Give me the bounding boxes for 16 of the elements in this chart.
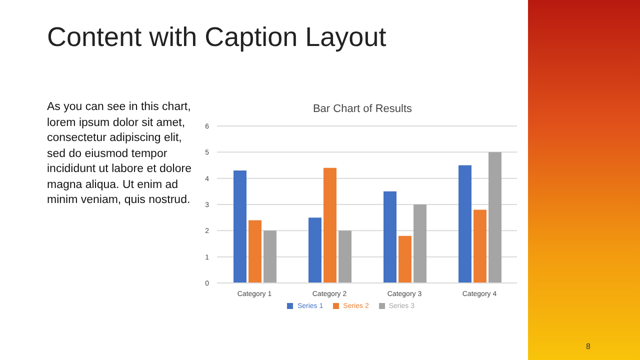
bar <box>264 230 276 283</box>
bar <box>234 170 246 283</box>
text: Content with Caption Layout <box>47 22 386 53</box>
chart-title: Bar Chart of Results <box>312 103 414 115</box>
bar <box>324 168 336 283</box>
bar <box>488 152 502 283</box>
bar <box>474 210 486 283</box>
bar <box>384 191 396 283</box>
bar <box>398 236 412 283</box>
bar <box>308 218 322 283</box>
text: 8 <box>586 342 590 351</box>
bar <box>458 165 472 283</box>
text: As you can see in this chart, lorem ipsum dolor sit amet, consectetur adipiscing elit, sed do eiusmod tempor incididunt ut labore et dolore magna aliqua. Ut enim ad minim veniam, quis nostrud. <box>47 100 192 208</box>
bar <box>414 204 426 283</box>
bar <box>338 230 352 283</box>
bar <box>248 220 262 283</box>
